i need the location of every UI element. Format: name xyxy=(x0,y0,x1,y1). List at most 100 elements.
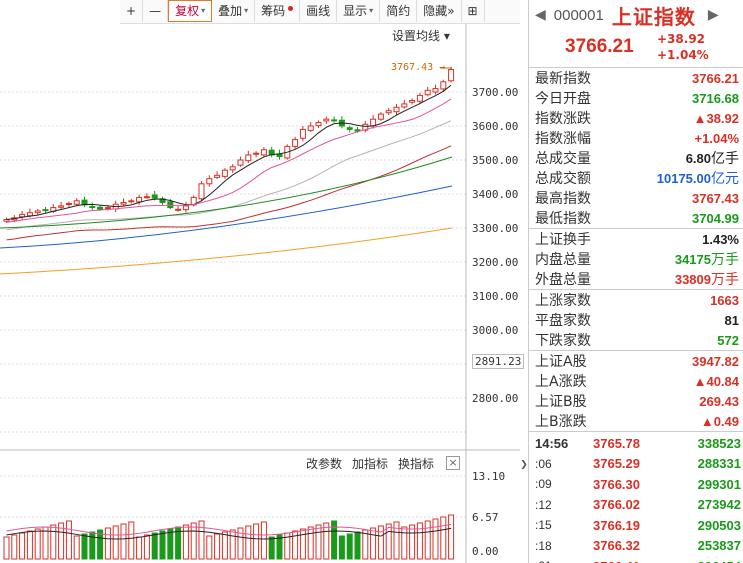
toolbar-button[interactable]: + xyxy=(120,0,144,22)
volume-bar xyxy=(385,523,392,560)
candle-body xyxy=(424,89,431,96)
volume-bar xyxy=(346,533,353,560)
tick-time: :18 xyxy=(535,538,552,553)
notification-dot-icon xyxy=(288,5,294,11)
candle-body xyxy=(323,118,330,122)
volume-bar xyxy=(190,522,197,560)
quote-row: 下跌家数 572 xyxy=(529,330,743,350)
ma250-line xyxy=(0,227,453,275)
quote-number: 81 xyxy=(724,312,739,328)
quote-number: ▲0.49 xyxy=(700,413,739,429)
volume-bar xyxy=(253,523,260,560)
toolbar-button[interactable]: 复权 ▾ xyxy=(168,0,213,22)
switch-indicator-button[interactable]: 换指标 xyxy=(398,457,435,471)
candle-body xyxy=(253,152,260,155)
ma-settings-button[interactable]: 设置均线 ▾ xyxy=(392,29,450,43)
toolbar-button[interactable]: 叠加 ▾ xyxy=(212,0,256,22)
collapse-panel-icon[interactable]: ❯ xyxy=(520,460,528,470)
quote-label: 最新指数 xyxy=(535,71,591,87)
candle-body xyxy=(182,205,189,211)
volume-bar xyxy=(58,522,65,560)
prev-stock-icon[interactable]: ◀ xyxy=(535,7,546,23)
quote-row: 总成交量 6.80亿手 xyxy=(529,148,743,168)
quote-value: 1.43% xyxy=(702,232,739,247)
quote-value: ▲38.92 xyxy=(694,111,739,126)
toolbar-button[interactable]: 筹码 xyxy=(255,0,301,22)
volume-bar xyxy=(299,528,306,560)
volume-bar xyxy=(97,529,104,560)
chart-toolbar: + — 复权 ▾ 叠加 ▾ 筹码 画线 显示 ▾ 简约 隐藏» ⊞ xyxy=(120,0,520,24)
quote-value: 81 xyxy=(725,313,739,328)
quote-row: 上涨家数 1663 xyxy=(529,290,743,310)
candle-body xyxy=(245,154,252,162)
tick-volume: 299301 xyxy=(697,476,741,492)
volume-bar xyxy=(151,532,158,560)
candle-body xyxy=(432,88,439,93)
tick-time: :09 xyxy=(535,477,552,492)
volume-bar xyxy=(112,525,119,560)
quote-number: 1.43% xyxy=(702,231,739,247)
quote-value: 3704.99 xyxy=(692,211,739,226)
toolbar-button[interactable]: 显示 ▾ xyxy=(337,0,381,22)
next-stock-icon[interactable]: ▶ xyxy=(707,7,719,23)
quote-number: 34175 xyxy=(674,252,711,267)
volume-bar xyxy=(276,534,283,560)
candle-body xyxy=(89,206,96,209)
quote-group-main: 最新指数 3766.21 今日开盘 3716.68 指数涨跌 ▲38.92 指数涨幅 +1.0… xyxy=(529,68,743,229)
quote-row: 上B涨跌 ▲0.49 xyxy=(529,411,743,431)
volume-bar xyxy=(354,531,361,560)
quote-number: 33809 xyxy=(674,272,711,287)
volume-bar xyxy=(323,522,330,560)
tick-list: 14:56 3765.78 338523:06 3765.29 288331:09 376… xyxy=(529,432,743,563)
toolbar-button[interactable]: ⊞ xyxy=(462,0,485,22)
candle-body xyxy=(416,94,423,102)
kline-chart-canvas[interactable] xyxy=(0,0,520,563)
quote-row: 最低指数 3704.99 xyxy=(529,208,743,228)
quote-value: 6.80亿手 xyxy=(686,148,739,168)
volume-bar xyxy=(416,522,423,560)
candle-body xyxy=(58,205,65,208)
quote-row: 指数涨幅 +1.04% xyxy=(529,128,743,148)
quote-row: 平盘家数 81 xyxy=(529,310,743,330)
volume-bar xyxy=(159,530,166,560)
add-indicator-button[interactable]: 加指标 xyxy=(352,457,389,471)
volume-bar xyxy=(432,518,439,560)
candle-body xyxy=(104,207,111,210)
quote-number: 6.80 xyxy=(685,151,711,166)
toolbar-button[interactable]: 隐藏» xyxy=(417,0,462,22)
edit-params-button[interactable]: 改参数 xyxy=(306,457,343,471)
quote-unit: 万手 xyxy=(711,251,739,267)
toolbar-button[interactable]: 简约 xyxy=(380,0,418,22)
quote-label: 下跌家数 xyxy=(535,333,591,349)
tick-row: :06 3765.29 288331 xyxy=(529,454,743,475)
quote-group-breadth: 上涨家数 1663 平盘家数 81 下跌家数 572 xyxy=(529,290,743,351)
candle-body xyxy=(143,196,150,199)
candle-body xyxy=(331,119,338,122)
price-axis-label: 3200.00 xyxy=(472,256,519,269)
ma5-line xyxy=(6,84,452,220)
caret-down-icon: ▾ xyxy=(201,6,206,15)
quote-number: +1.04% xyxy=(694,130,739,146)
toolbar-button-label: 画线 xyxy=(306,4,331,18)
volume-bar xyxy=(143,534,150,560)
volume-bar xyxy=(167,528,174,560)
toolbar-button-label: 显示 xyxy=(343,4,368,18)
kline-chart-area[interactable]: + — 复权 ▾ 叠加 ▾ 筹码 画线 显示 ▾ 简约 隐藏» ⊞ 设置均线 ▾ 3767.43 → 3… xyxy=(0,0,525,563)
toolbar-button[interactable]: — xyxy=(143,0,169,22)
candle-body xyxy=(229,166,236,171)
toolbar-button[interactable]: 画线 xyxy=(300,0,338,22)
volume-bar xyxy=(331,520,338,560)
quote-label: 今日开盘 xyxy=(535,91,591,107)
close-icon[interactable]: × xyxy=(446,456,460,470)
tick-volume: 273942 xyxy=(697,497,741,513)
quote-unit: 万手 xyxy=(711,271,739,287)
volume-bar xyxy=(260,521,267,560)
quote-number: 3767.43 xyxy=(692,190,739,206)
candle-body xyxy=(175,208,182,211)
volume-ma2-line xyxy=(6,527,452,540)
price-axis-label: 3300.00 xyxy=(472,222,519,235)
volume-bar xyxy=(104,527,111,560)
tick-row: :18 3766.32 253837 xyxy=(529,536,743,557)
candle-body xyxy=(221,169,228,177)
quote-value: ▲0.49 xyxy=(701,414,739,429)
